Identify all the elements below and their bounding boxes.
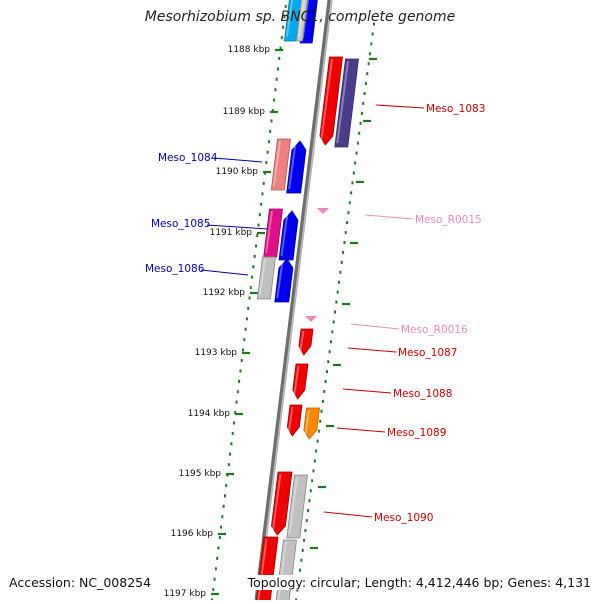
tick-label: 1197 kbp [164,589,207,599]
accession-label: Accession: NC_008254 [9,575,152,590]
feature-m1086a-shine [258,258,266,296]
feature-m1089a [286,404,303,437]
feature-top-c-shine [297,0,306,38]
feature-label: Meso_R0016 [401,324,468,336]
feature-label: Meso_1086 [145,263,205,275]
leader-line [347,347,397,353]
leader-line [200,269,249,276]
scale-line-left [211,4,287,602]
feature-r0016 [305,316,317,322]
leader-line [375,104,425,109]
feature-m1089b-shine [304,409,310,436]
tick-label: 1194 kbp [188,409,231,419]
feature-label: Meso_R0015 [415,214,482,226]
feature-label: Meso_1088 [393,388,452,400]
feature-label: Meso_1089 [387,427,446,439]
tick-label: 1195 kbp [179,469,222,479]
feature-top-a-shine [285,0,294,38]
feature-m1088-shine [293,365,300,396]
feature-r0015 [317,208,329,214]
feature-m1090a-shine [271,473,282,532]
feature-top-c [295,0,308,42]
feature-m1085a-shine [265,210,273,254]
feature-m1083b [334,58,359,148]
feature-m1090b [286,474,308,539]
feature-label: Meso_1090 [374,512,433,524]
genome-title: Mesorhizobium sp. BNC1, complete genome [144,9,456,25]
feature-m1086b-shine [276,260,284,299]
topology-label: Topology: circular; Length: 4,412,446 bp… [247,575,591,590]
backbone-line [254,0,333,601]
feature-m1085a [263,208,283,258]
tick-label: 1193 kbp [195,348,238,358]
tick-label: 1191 kbp [210,228,253,238]
feature-m1084a-shine [272,140,281,187]
tick-label: 1196 kbp [171,529,214,539]
feature-m1083a-shine [320,58,333,142]
tick-label: 1188 kbp [228,45,271,55]
feature-m1090b-shine [288,476,298,535]
feature-m1084a [270,138,291,191]
tick-label: 1190 kbp [216,167,259,177]
feature-bot-b-shine [277,541,287,602]
feature-label: Meso_1085 [151,218,210,230]
feature-m1090a [271,471,293,536]
feature-label: Meso_1087 [398,347,457,359]
feature-m1089a-shine [287,406,294,433]
feature-m1084b [286,140,307,194]
leader-line [364,214,414,220]
feature-m1085b-shine [280,212,289,257]
feature-m1087-shine [299,330,305,352]
feature-m1088 [292,363,309,400]
feature-label: Meso_1083 [426,103,485,115]
feature-label: Meso_1084 [158,152,218,164]
leader-line [213,157,263,163]
leader-line [342,388,392,394]
feature-m1083b-shine [336,60,349,144]
feature-m1086a [256,256,276,300]
feature-m1087 [298,328,314,356]
backbone-highlight [257,0,333,601]
leader-line [350,323,400,330]
feature-m1086b [274,258,294,303]
feature-bot-a-shine [257,538,268,602]
leader-line [336,427,386,433]
feature-m1083a [319,56,343,146]
leader-line [206,224,269,230]
leader-line [323,511,373,518]
feature-m1089b [303,407,320,440]
tick-label: 1189 kbp [223,107,266,117]
tick-label: 1192 kbp [203,288,246,298]
feature-m1084b-shine [288,142,297,190]
